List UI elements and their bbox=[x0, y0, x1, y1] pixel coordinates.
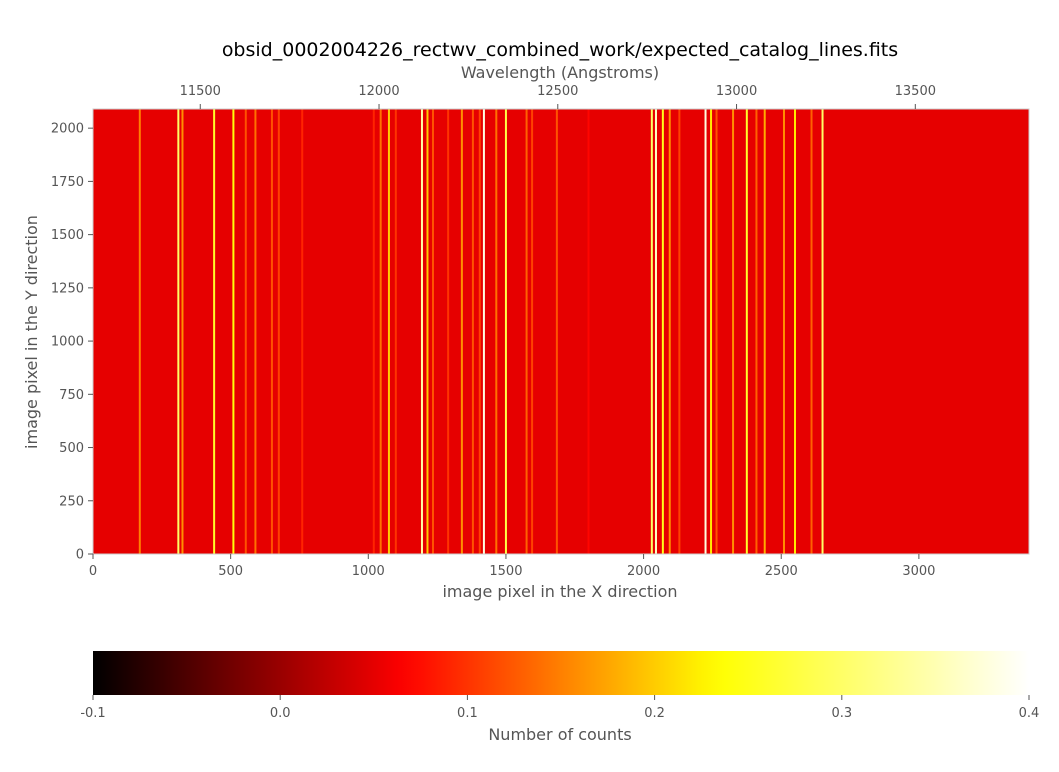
y-tick-label: 500 bbox=[59, 441, 84, 456]
emission-line bbox=[420, 109, 423, 554]
colorbar-tick-label: 0.1 bbox=[457, 706, 478, 721]
heatmap-background bbox=[93, 109, 1029, 554]
wavelength-tick-label: 13500 bbox=[895, 84, 936, 99]
emission-line bbox=[650, 109, 653, 554]
plot-frame bbox=[92, 108, 1030, 555]
emission-line bbox=[810, 109, 813, 554]
emission-line bbox=[782, 109, 785, 554]
emission-line bbox=[504, 109, 507, 554]
wavelength-tick-label: 11500 bbox=[180, 84, 221, 99]
wavelength-tick-label: 13000 bbox=[716, 84, 757, 99]
emission-line bbox=[138, 109, 141, 554]
emission-line bbox=[482, 109, 485, 554]
emission-line bbox=[181, 109, 184, 554]
emission-line bbox=[447, 109, 450, 554]
emission-line bbox=[745, 109, 748, 554]
emission-line bbox=[177, 109, 180, 554]
colorbar-axis: -0.1 0.0 0.1 0.2 0.3 0.4 bbox=[80, 695, 1039, 721]
x-tick-label: 2000 bbox=[627, 564, 660, 579]
wavelength-axis-label: Wavelength (Angstroms) bbox=[461, 63, 659, 82]
heatmap-image bbox=[93, 109, 1029, 554]
emission-line bbox=[270, 109, 273, 554]
emission-line bbox=[755, 109, 758, 554]
x-tick-label: 2500 bbox=[765, 564, 798, 579]
y-tick-label: 1250 bbox=[51, 281, 84, 296]
emission-line bbox=[431, 109, 434, 554]
emission-line bbox=[710, 109, 713, 554]
emission-line bbox=[254, 109, 257, 554]
colorbar-label: Number of counts bbox=[488, 725, 631, 744]
x-tick-label: 500 bbox=[218, 564, 243, 579]
y-tick-label: 1500 bbox=[51, 228, 84, 243]
y-axis: 0 250 500 750 1000 1250 1500 1750 2000 bbox=[51, 122, 93, 563]
y-tick-label: 0 bbox=[76, 548, 84, 563]
x-tick-label: 1500 bbox=[489, 564, 522, 579]
emission-line bbox=[587, 109, 590, 554]
colorbar-tick-label: 0.3 bbox=[831, 706, 852, 721]
x-axis-label: image pixel in the X direction bbox=[442, 582, 677, 601]
emission-line bbox=[654, 109, 657, 554]
y-tick-label: 750 bbox=[59, 388, 84, 403]
colorbar-tick-label: 0.4 bbox=[1019, 706, 1040, 721]
wavelength-axis: 11500 12000 12500 13000 13500 bbox=[180, 84, 936, 109]
emission-line bbox=[471, 109, 474, 554]
y-tick-label: 1000 bbox=[51, 335, 84, 350]
emission-line bbox=[531, 109, 534, 554]
emission-line bbox=[460, 109, 463, 554]
emission-line bbox=[668, 109, 671, 554]
emission-line bbox=[387, 109, 390, 554]
emission-line bbox=[794, 109, 796, 554]
emission-line bbox=[495, 109, 498, 554]
y-axis-label: image pixel in the Y direction bbox=[22, 215, 41, 449]
colorbar-tick-label: 0.2 bbox=[644, 706, 665, 721]
emission-line bbox=[426, 109, 429, 554]
emission-line bbox=[763, 109, 766, 554]
emission-line bbox=[213, 109, 216, 554]
emission-line bbox=[277, 109, 280, 554]
emission-line bbox=[555, 109, 558, 554]
x-tick-label: 0 bbox=[89, 564, 97, 579]
y-tick-label: 1750 bbox=[51, 175, 84, 190]
emission-line bbox=[232, 109, 235, 554]
y-tick-label: 2000 bbox=[51, 122, 84, 137]
colorbar-tick-label: -0.1 bbox=[80, 706, 105, 721]
emission-line bbox=[678, 109, 681, 554]
x-axis: 0 500 1000 1500 2000 2500 3000 bbox=[89, 554, 935, 579]
emission-line bbox=[301, 109, 304, 554]
emission-line bbox=[821, 109, 824, 554]
emission-line bbox=[244, 109, 247, 554]
emission-line bbox=[732, 109, 735, 554]
colorbar-tick-label: 0.0 bbox=[270, 706, 291, 721]
emission-line bbox=[379, 109, 382, 554]
emission-line bbox=[394, 109, 397, 554]
chart-title: obsid_0002004226_rectwv_combined_work/ex… bbox=[222, 39, 898, 61]
emission-line bbox=[715, 109, 718, 554]
wavelength-tick-label: 12000 bbox=[358, 84, 399, 99]
emission-line bbox=[704, 109, 707, 554]
emission-line bbox=[661, 109, 664, 554]
wavelength-tick-label: 12500 bbox=[537, 84, 578, 99]
y-tick-label: 250 bbox=[59, 494, 84, 509]
emission-line bbox=[525, 109, 528, 554]
colorbar bbox=[93, 651, 1029, 695]
emission-line bbox=[478, 109, 481, 554]
emission-line bbox=[372, 109, 375, 554]
x-tick-label: 1000 bbox=[352, 564, 385, 579]
x-tick-label: 3000 bbox=[902, 564, 935, 579]
